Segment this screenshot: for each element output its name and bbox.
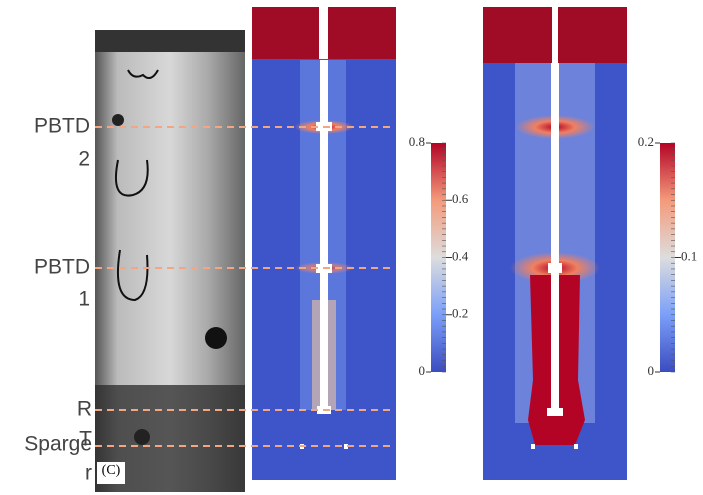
level-label: 1 (78, 288, 90, 311)
contour-panel (483, 7, 627, 480)
level-label: R (77, 398, 92, 421)
photo-label: (C) (102, 463, 121, 478)
tick-label: 0.1 (681, 248, 697, 263)
tick-label: 0.2 (452, 306, 468, 321)
level-label: PBTD (34, 115, 90, 138)
level-label: 2 (78, 148, 90, 171)
tick-label: 0.4 (452, 248, 469, 263)
tick-label: 0 (419, 363, 426, 378)
tick-label: 0.2 (638, 134, 654, 149)
photo: (C) (95, 30, 245, 492)
tick-label: 0.6 (452, 191, 469, 206)
level-label: Sparge (24, 433, 92, 456)
level-label: PBTD (34, 256, 90, 279)
tick-label: 0 (648, 363, 655, 378)
figure: (C) PBTD2PBTD1RTSparger00.20.40.60.800.1… (0, 0, 703, 495)
tick-label: 0.8 (409, 134, 425, 149)
level-label: r (85, 462, 92, 485)
